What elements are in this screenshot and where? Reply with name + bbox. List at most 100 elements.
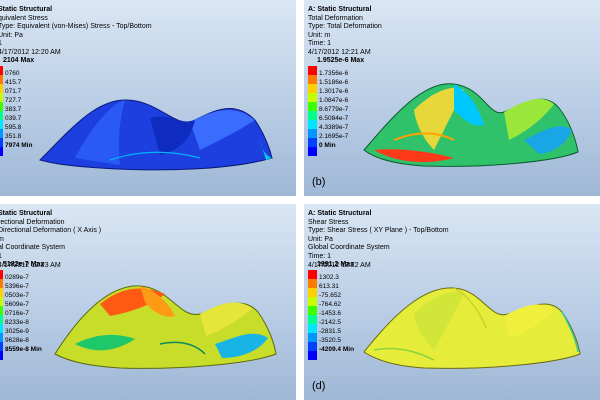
legend-max: 1.9525e-6 Max [317, 57, 365, 64]
legend-value: 3025e-9 [5, 328, 29, 335]
legend-swatch [308, 333, 317, 342]
legend-value: 5396e-7 [5, 283, 29, 290]
legend-value: 4.3389e-7 [319, 124, 349, 131]
panel-header: A: Static Structural Shear Stress Type: … [308, 210, 449, 270]
legend-value: 6.5084e-7 [319, 115, 349, 122]
legend-swatch [308, 111, 317, 120]
legend-value: 383.7 [5, 106, 22, 113]
legend-value: 1.5186e-6 [319, 79, 349, 86]
legend-value: -764.62 [319, 301, 342, 308]
legend-value: 2.1695e-7 [319, 133, 349, 140]
legend-swatch [0, 297, 3, 306]
legend-swatch [308, 306, 317, 315]
legend-value: 727.7 [5, 97, 22, 104]
legend-swatch [0, 342, 3, 351]
legend-value: -1453.6 [319, 310, 342, 317]
legend-swatch [308, 129, 317, 138]
panel-total-deformation: A: Static Structural Total Deformation T… [304, 0, 600, 196]
legend-value: -75.652 [319, 292, 342, 299]
legend-value: -2142.5 [319, 319, 342, 326]
panel-caption: (b) [312, 176, 326, 188]
legend-value: -3520.5 [319, 337, 342, 344]
legend-swatch [308, 297, 317, 306]
model-view [363, 287, 581, 369]
header-line: Directional Deformation ( X Axis ) [0, 227, 102, 235]
legend-value: 8.6779e-7 [319, 106, 349, 113]
legend-max: 1991.2 Max [317, 261, 354, 268]
legend-max: 2104 Max [3, 57, 35, 64]
legend-swatch [0, 66, 3, 75]
legend-swatch [0, 279, 3, 288]
header-line: Unit: Pa [308, 235, 333, 243]
legend-swatch [308, 279, 317, 288]
header-line: Total Deformation [308, 14, 363, 22]
legend-swatch [0, 138, 3, 147]
legend-swatch [0, 324, 3, 333]
model-view [363, 83, 579, 167]
header-line: Shear Stress [308, 218, 349, 226]
legend-value: 5609e-7 [5, 301, 29, 308]
legend-value: 039.7 [5, 115, 22, 122]
legend-swatch [0, 102, 3, 111]
legend-value: 351.8 [5, 133, 22, 140]
panel-caption: ) [0, 176, 1, 188]
legend-swatch [308, 102, 317, 111]
model-view [54, 285, 277, 369]
header-line: al Coordinate System [0, 244, 65, 252]
panel-header: A: Static Structural Total Deformation T… [308, 6, 382, 58]
header-line: A: Static Structural [308, 6, 372, 13]
legend-value: 9628e-8 [5, 337, 29, 344]
header-line: Type: Total Deformation [308, 23, 382, 31]
header-line: Unit: Pa [0, 31, 23, 39]
header-line: 4/17/2012 12:20 AM [0, 48, 61, 56]
legend-value: -2831.5 [319, 328, 342, 335]
legend-swatch [0, 147, 3, 156]
legend-swatch [308, 75, 317, 84]
legend-value: 0 Min [319, 142, 336, 149]
legend-value: -4209.4 Min [319, 346, 355, 353]
panel-caption: ) [0, 380, 1, 392]
legend-value: 595.8 [5, 124, 22, 131]
legend-swatch [308, 120, 317, 129]
header-line: 4/17/2012 12:22 AM [308, 261, 371, 269]
legend-swatch [308, 270, 317, 279]
header-line: Type: Shear Stress ( XY Plane ) - Top/Bo… [308, 227, 449, 235]
header-line: m [0, 235, 4, 243]
legend-swatch [0, 270, 3, 279]
legend-swatch [308, 351, 317, 360]
legend-value: 0289e-7 [5, 274, 29, 281]
panel-caption: (d) [312, 380, 326, 392]
legend-swatch [308, 84, 317, 93]
legend-swatch [0, 129, 3, 138]
header-line: Static Structural [0, 6, 53, 13]
legend-max: 5182e-7 Max [3, 261, 45, 268]
panel-header: Static Structural rectional Deformation … [0, 210, 101, 270]
legend-swatch [308, 93, 317, 102]
panel-shear-stress: A: Static Structural Shear Stress Type: … [304, 204, 600, 400]
header-line: Unit: m [308, 31, 331, 39]
panel-equivalent-stress: Static Structural quivalent Stress Type:… [0, 0, 296, 196]
header-line: 4/17/2012 12:21 AM [308, 48, 371, 56]
header-line: 1 [0, 253, 101, 262]
legend-swatch [0, 288, 3, 297]
legend-swatch [308, 66, 317, 75]
legend-value: 1.0847e-6 [319, 97, 349, 104]
legend-swatch [0, 111, 3, 120]
legend-swatch [0, 351, 3, 360]
legend-value: 1302.3 [319, 274, 339, 281]
panel-directional-deformation: Static Structural rectional Deformation … [0, 204, 296, 400]
header-line: Global Coordinate System [308, 244, 390, 252]
legend-swatch [0, 315, 3, 324]
panel-header: Static Structural quivalent Stress Type:… [0, 6, 152, 58]
legend-value: 8559e-8 Min [5, 346, 42, 353]
legend-swatch [308, 288, 317, 297]
legend-swatch [308, 138, 317, 147]
legend-swatch [0, 333, 3, 342]
header-line: Type: Equivalent (von-Mises) Stress - To… [0, 23, 152, 31]
legend-value: 0716e-7 [5, 310, 29, 317]
header-line: rectional Deformation [0, 218, 65, 226]
legend-swatch [308, 315, 317, 324]
legend-value: 7974 Min [5, 142, 33, 149]
model-view [39, 99, 273, 171]
